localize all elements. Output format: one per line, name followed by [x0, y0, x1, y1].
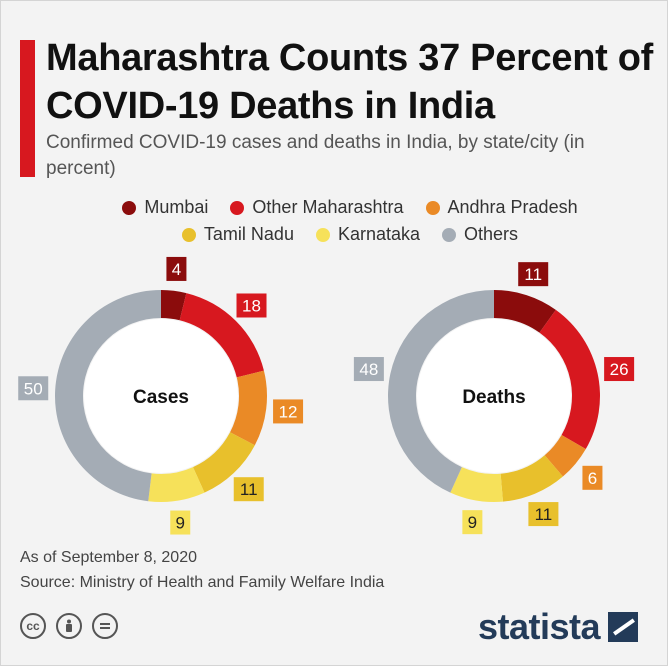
value-label: 6: [582, 465, 603, 490]
legend-label: Andhra Pradesh: [447, 197, 578, 217]
legend-item-mumbai: Mumbai: [122, 197, 208, 218]
legend-swatch: [122, 200, 137, 215]
donut-slice-tamil-nadu: [193, 432, 255, 493]
donut-slice-andhra-pradesh: [230, 370, 267, 446]
chart-subtitle: Confirmed COVID-19 cases and deaths in I…: [46, 132, 585, 179]
donut-slice-karnataka: [450, 467, 503, 502]
chart-title: Maharashtra Counts 37 Percent of COVID-1…: [46, 37, 654, 127]
donut-hole: [417, 319, 571, 473]
date-note: As of September 8, 2020: [20, 549, 197, 566]
legend-item-tamil-nadu: Tamil Nadu: [181, 224, 294, 245]
svg-text:11: 11: [535, 505, 553, 524]
svg-text:9: 9: [468, 513, 477, 532]
legend-row-2: Tamil Nadu Karnataka Others: [60, 221, 640, 248]
legend-label: Others: [464, 224, 519, 244]
value-label: 26: [604, 357, 635, 382]
svg-text:11: 11: [524, 265, 542, 284]
license-icons: cc: [20, 613, 118, 639]
brand-name: statista: [478, 606, 601, 647]
value-label: 11: [528, 502, 559, 527]
svg-text:48: 48: [359, 360, 378, 379]
svg-text:18: 18: [242, 296, 261, 315]
value-label: 18: [236, 293, 267, 318]
no-derivatives-icon[interactable]: [92, 613, 118, 639]
value-label: 9: [170, 510, 191, 535]
legend-item-others: Others: [442, 224, 518, 245]
legend-label: Tamil Nadu: [203, 224, 294, 244]
legend-label: Mumbai: [144, 197, 209, 217]
donut-slice-other-maharashtra: [539, 309, 601, 449]
attribution-icon[interactable]: [56, 613, 82, 639]
legend-item-karnataka: Karnataka: [315, 224, 421, 245]
legend-swatch: [442, 227, 457, 242]
legend-label: Other Maharashtra: [252, 197, 404, 217]
svg-text:4: 4: [172, 260, 181, 279]
value-label: 11: [518, 262, 549, 287]
svg-text:12: 12: [279, 402, 298, 421]
donut-slice-others: [54, 290, 161, 502]
donut-slice-other-maharashtra: [179, 293, 264, 378]
svg-text:50: 50: [24, 379, 43, 398]
value-label: 4: [166, 256, 187, 281]
legend: Mumbai Other Maharashtra Andhra Pradesh …: [60, 194, 640, 248]
legend-item-other-maharashtra: Other Maharashtra: [230, 197, 404, 218]
legend-swatch: [425, 200, 440, 215]
donut-slice-andhra-pradesh: [544, 435, 586, 477]
legend-swatch: [181, 227, 196, 242]
statista-mark-icon: [608, 612, 639, 642]
donut-charts: 4 18 12 11 9 50 Cases 11 26 6 11 9 48 Deaths: [18, 256, 635, 535]
donut-center-label: Deaths: [462, 387, 525, 408]
statista-logo[interactable]: statista: [478, 606, 639, 648]
source-note: Source: Ministry of Health and Family We…: [20, 574, 385, 591]
legend-item-andhra-pradesh: Andhra Pradesh: [425, 197, 578, 218]
value-label: 12: [273, 399, 304, 424]
svg-text:6: 6: [588, 469, 597, 488]
legend-swatch: [230, 200, 245, 215]
legend-swatch: [315, 227, 330, 242]
donut-slice-tamil-nadu: [500, 455, 563, 502]
value-label: 48: [353, 357, 384, 382]
legend-row-1: Mumbai Other Maharashtra Andhra Pradesh: [60, 194, 640, 221]
title-accent-bar: [20, 40, 35, 177]
donut-slice-others: [387, 290, 494, 493]
donut-slice-mumbai: [161, 290, 187, 321]
svg-text:9: 9: [176, 514, 185, 533]
legend-label: Karnataka: [337, 224, 421, 244]
donut-center-label: Cases: [133, 387, 189, 408]
donut-slice-karnataka: [148, 467, 205, 502]
svg-text:26: 26: [610, 360, 629, 379]
cc-icon[interactable]: cc: [20, 613, 46, 639]
value-label: 11: [233, 477, 264, 502]
value-label: 50: [18, 376, 49, 401]
donut-slice-mumbai: [494, 290, 556, 333]
svg-text:11: 11: [240, 480, 258, 499]
value-label: 9: [462, 510, 483, 535]
donut-hole: [84, 319, 238, 473]
